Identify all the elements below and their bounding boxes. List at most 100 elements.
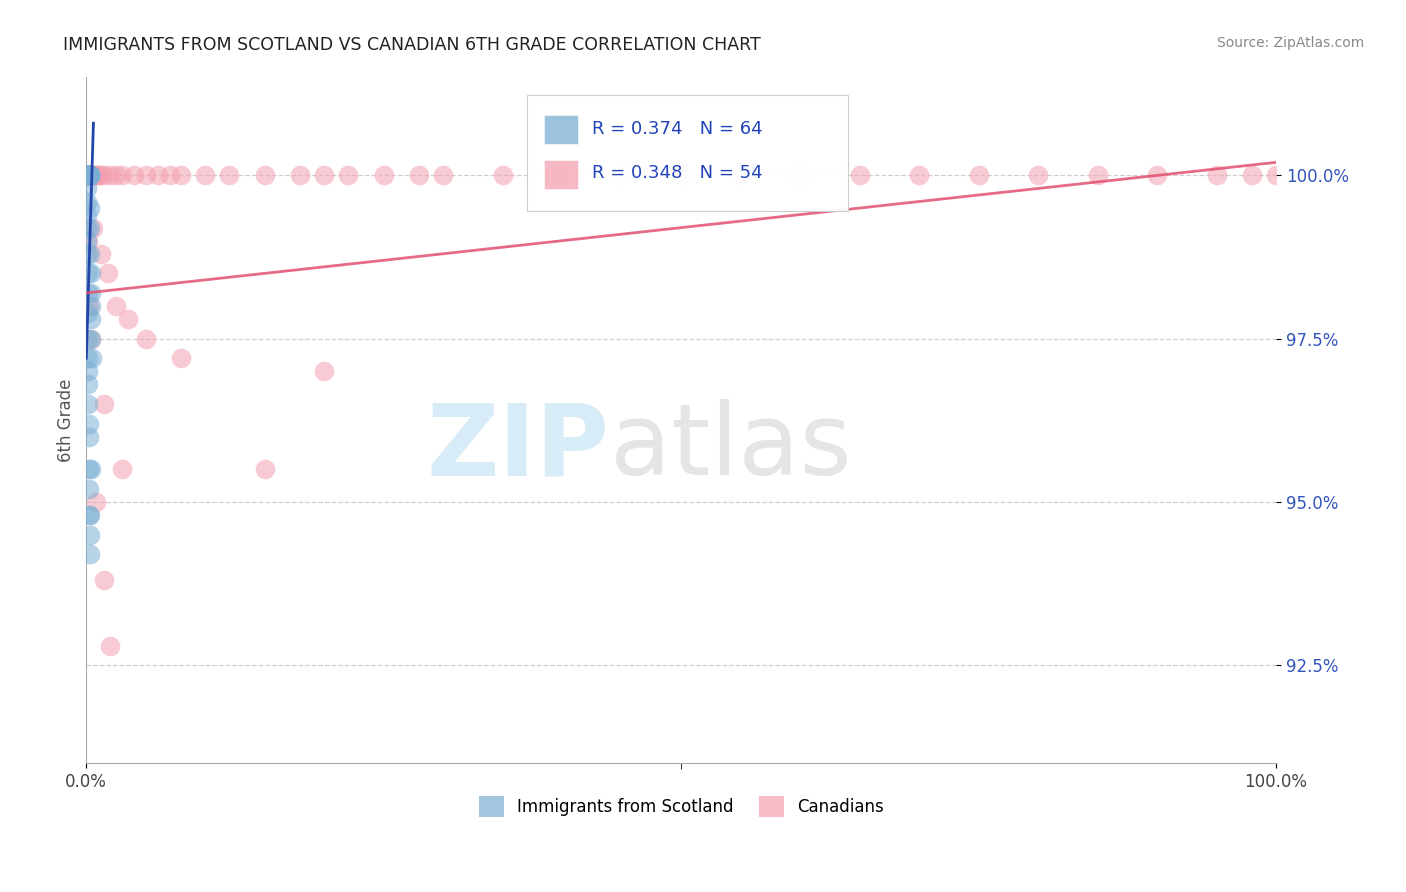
Point [77, 169, 100, 183]
Point [1087, 169, 1109, 183]
Point [80, 462, 103, 476]
Point [77, 169, 100, 183]
Point [76, 169, 98, 183]
Point [146, 169, 169, 183]
Point [87, 169, 110, 183]
Point [77, 169, 100, 183]
Point [432, 169, 454, 183]
Point [84, 169, 107, 183]
Point [848, 169, 870, 183]
Text: Source: ZipAtlas.com: Source: ZipAtlas.com [1216, 36, 1364, 50]
Point [194, 169, 217, 183]
Point [76, 220, 98, 235]
Point [77, 299, 100, 313]
Point [408, 169, 430, 183]
Point [83, 169, 105, 183]
Point [373, 169, 395, 183]
Y-axis label: 6th Grade: 6th Grade [58, 378, 75, 462]
Point [77, 417, 100, 431]
Point [80, 312, 103, 326]
Point [77, 364, 100, 378]
Point [79, 220, 101, 235]
Point [80, 351, 103, 366]
Point [170, 351, 193, 366]
Point [77, 169, 100, 183]
Legend: Immigrants from Scotland, Canadians: Immigrants from Scotland, Canadians [472, 789, 890, 823]
Point [76, 169, 98, 183]
Point [79, 527, 101, 541]
Point [76, 169, 98, 183]
Point [93, 574, 115, 588]
Point [79, 169, 101, 183]
Point [79, 169, 101, 183]
Point [77, 377, 100, 392]
Point [79, 508, 101, 522]
Point [80, 299, 103, 313]
Point [290, 169, 312, 183]
Point [76, 169, 98, 183]
Point [337, 169, 360, 183]
Point [90, 246, 112, 260]
Point [76, 169, 98, 183]
Point [1265, 169, 1288, 183]
Point [76, 169, 98, 183]
Point [77, 169, 100, 183]
Point [76, 169, 98, 183]
Point [117, 312, 139, 326]
Point [551, 169, 574, 183]
Point [789, 169, 811, 183]
Point [76, 285, 98, 300]
Point [111, 169, 134, 183]
Point [77, 169, 100, 183]
Point [218, 169, 240, 183]
Point [93, 169, 115, 183]
Point [82, 220, 104, 235]
Point [111, 462, 134, 476]
Point [93, 397, 115, 411]
Point [76, 194, 98, 209]
Point [80, 169, 103, 183]
Point [79, 169, 101, 183]
Point [314, 169, 336, 183]
Point [1026, 169, 1049, 183]
Point [122, 169, 145, 183]
Text: ZIP: ZIP [427, 400, 610, 496]
Point [170, 169, 193, 183]
FancyBboxPatch shape [526, 95, 848, 211]
Point [1146, 169, 1168, 183]
Point [1205, 169, 1227, 183]
Point [159, 169, 181, 183]
Point [76, 169, 98, 183]
Point [76, 246, 98, 260]
Point [79, 246, 101, 260]
FancyBboxPatch shape [544, 160, 578, 188]
Point [669, 169, 692, 183]
Point [79, 169, 101, 183]
Point [967, 169, 990, 183]
Point [98, 639, 121, 653]
Point [105, 169, 128, 183]
Point [77, 462, 100, 476]
Point [77, 169, 100, 183]
Point [79, 547, 101, 561]
Point [79, 169, 101, 183]
Point [77, 169, 100, 183]
Point [77, 234, 100, 248]
Point [77, 429, 100, 443]
Point [1241, 169, 1264, 183]
Point [86, 169, 108, 183]
Point [135, 169, 157, 183]
Text: IMMIGRANTS FROM SCOTLAND VS CANADIAN 6TH GRADE CORRELATION CHART: IMMIGRANTS FROM SCOTLAND VS CANADIAN 6TH… [63, 36, 761, 54]
Text: atlas: atlas [610, 400, 852, 496]
Point [80, 332, 103, 346]
Point [77, 169, 100, 183]
Point [97, 266, 120, 280]
Point [253, 169, 276, 183]
Point [76, 266, 98, 280]
Point [77, 482, 100, 496]
Point [76, 169, 98, 183]
Point [77, 169, 100, 183]
Point [79, 266, 101, 280]
Point [76, 169, 98, 183]
Point [76, 169, 98, 183]
